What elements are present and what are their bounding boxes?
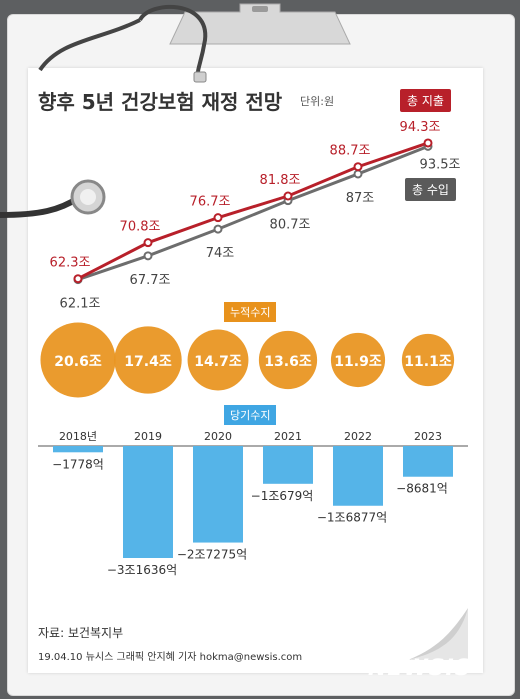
annual-value-label: −1조6877억 — [317, 511, 387, 525]
annual-bar — [263, 446, 313, 484]
annual-bar — [403, 446, 453, 477]
income-line — [77, 144, 429, 281]
annual-bar — [193, 446, 243, 543]
expense-value-label: 70.8조 — [120, 220, 161, 235]
annual-bar — [53, 446, 103, 453]
cumulative-circle — [258, 330, 318, 390]
cumulative-circle — [330, 332, 386, 388]
cumulative-value-label: 11.1조 — [404, 354, 452, 370]
cumulative-value-label: 17.4조 — [124, 354, 172, 370]
income-value-label: 74조 — [206, 246, 235, 261]
annual-bar — [333, 446, 383, 506]
cumulative-value-label: 14.7조 — [194, 354, 242, 370]
cumulative-value-label: 13.6조 — [264, 354, 312, 370]
cumulative-label: 누적수지 — [224, 302, 277, 322]
newsis-logo: NEWSIS — [368, 656, 472, 681]
expense-value-label: 94.3조 — [400, 120, 441, 135]
expense-point — [423, 138, 433, 148]
cumulative-circle — [40, 322, 116, 398]
annual-value-label: −1조679억 — [251, 489, 314, 503]
page-title: 향후 5년 건강보험 재정 전망 — [38, 90, 283, 114]
annual-value-label: −1778억 — [52, 457, 104, 471]
expense-point — [283, 191, 293, 201]
income-point — [353, 169, 363, 179]
year-tick-label: 2021 — [274, 430, 302, 443]
source-note: 자료: 보건복지부 — [38, 626, 124, 640]
unit-label: 단위:원 — [300, 95, 335, 108]
credit-note: 19.04.10 뉴시스 그래픽 안지혜 기자 hokma@newsis.com — [38, 652, 303, 663]
legend-expense: 총 지출 — [400, 89, 451, 112]
cumulative-circle — [187, 329, 249, 391]
legend-income: 총 수입 — [405, 178, 456, 201]
year-tick-label: 2023 — [414, 430, 442, 443]
annual-value-label: −2조7275억 — [177, 548, 247, 562]
annual-value-label: −8681억 — [396, 482, 448, 496]
income-value-label: 93.5조 — [420, 157, 461, 172]
income-value-label: 67.7조 — [130, 273, 171, 288]
income-point — [213, 224, 223, 234]
expense-line — [77, 141, 429, 281]
expense-value-label: 76.7조 — [190, 195, 231, 210]
annual-label: 당기수지 — [224, 405, 277, 425]
cumulative-value-label: 20.6조 — [54, 354, 102, 370]
year-tick-label: 2020 — [204, 430, 232, 443]
income-point — [143, 251, 153, 261]
expense-point — [353, 162, 363, 172]
expense-value-label: 81.8조 — [260, 173, 301, 188]
annual-value-label: −3조1636억 — [107, 563, 177, 577]
expense-value-label: 62.3조 — [50, 256, 91, 271]
expense-point — [73, 274, 83, 284]
year-tick-label: 2022 — [344, 430, 372, 443]
clipboard-clip — [169, 3, 351, 45]
annual-bar — [123, 446, 173, 558]
cumulative-circle — [114, 326, 182, 394]
expense-point — [143, 238, 153, 248]
income-value-label: 80.7조 — [270, 218, 311, 233]
year-tick-label: 2018년 — [59, 430, 97, 443]
expense-point — [213, 213, 223, 223]
expense-value-label: 88.7조 — [330, 144, 371, 159]
cumulative-circle — [401, 333, 455, 387]
cumulative-value-label: 11.9조 — [334, 354, 382, 370]
page-curl — [408, 608, 468, 660]
income-value-label: 87조 — [346, 191, 375, 206]
income-value-label: 62.1조 — [60, 297, 101, 312]
year-tick-label: 2019 — [134, 430, 162, 443]
